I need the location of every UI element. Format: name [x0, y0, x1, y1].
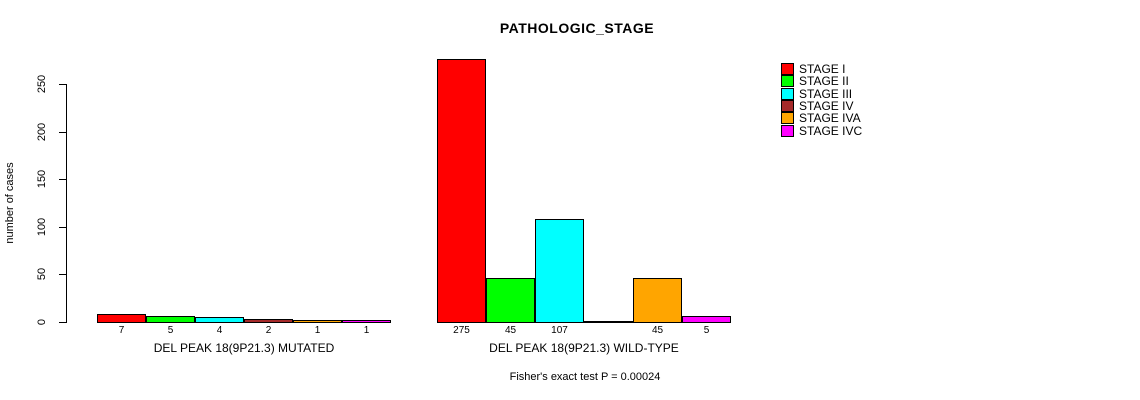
- legend-label: STAGE IV: [799, 99, 854, 114]
- legend: STAGE I STAGE II STAGE III STAGE IV STAGE IV…: [781, 62, 863, 138]
- y-tick: [59, 322, 67, 323]
- bar: [682, 316, 731, 323]
- y-tick-label: 250: [36, 74, 48, 94]
- x-group-label-mutated: DEL PEAK 18(9P21.3) MUTATED: [153, 341, 335, 355]
- y-tick: [59, 132, 67, 133]
- legend-swatch-icon: [781, 75, 794, 88]
- y-tick-label: 50: [36, 267, 48, 281]
- y-tick: [59, 179, 67, 180]
- bar: [437, 59, 486, 323]
- legend-swatch-icon: [781, 87, 794, 100]
- legend-label: STAGE IVC: [799, 123, 863, 138]
- bar: [633, 278, 682, 323]
- bar-count-label: 275: [453, 325, 470, 336]
- legend-label: STAGE III: [799, 86, 853, 101]
- legend-swatch-icon: [781, 112, 794, 125]
- y-tick: [59, 84, 67, 85]
- legend-item: STAGE I: [781, 62, 862, 77]
- legend-item: STAGE III: [781, 86, 862, 101]
- legend-swatch-icon: [781, 63, 794, 76]
- bar-count-label: 1: [363, 325, 370, 336]
- bar: [584, 321, 633, 323]
- chart-title: PATHOLOGIC_STAGE: [499, 20, 655, 36]
- legend-label: STAGE IVA: [799, 111, 861, 126]
- bar-count-label: 45: [504, 325, 517, 336]
- bar: [342, 320, 391, 323]
- bar-count-label: 5: [703, 325, 710, 336]
- bar: [146, 316, 195, 323]
- bar: [293, 320, 342, 323]
- legend-swatch-icon: [781, 100, 794, 113]
- legend-label: STAGE II: [799, 74, 849, 89]
- y-axis-label: number of cases: [4, 162, 16, 244]
- y-tick: [59, 227, 67, 228]
- y-axis-line: [66, 84, 67, 323]
- legend-item: STAGE IVA: [781, 111, 862, 126]
- y-tick-label: 150: [36, 169, 48, 189]
- bar: [486, 278, 535, 323]
- legend-swatch-icon: [781, 124, 794, 137]
- x-group-label-wild-type: DEL PEAK 18(9P21.3) WILD-TYPE: [489, 341, 679, 355]
- y-tick: [59, 274, 67, 275]
- bar: [535, 219, 584, 323]
- bar-count-label: 107: [551, 325, 568, 336]
- y-tick-label: 200: [36, 122, 48, 142]
- bar-count-label: 2: [265, 325, 272, 336]
- fisher-test-footnote: Fisher's exact test P = 0.00024: [509, 371, 661, 383]
- legend-item: STAGE IVC: [781, 123, 863, 138]
- bar-count-label: 1: [314, 325, 321, 336]
- bar: [244, 319, 293, 323]
- bar-count-label: 45: [651, 325, 664, 336]
- bar: [97, 314, 146, 323]
- y-tick-label: 100: [36, 217, 48, 237]
- bar-count-label: 4: [216, 325, 223, 336]
- legend-item: STAGE IV: [781, 99, 862, 114]
- legend-label: STAGE I: [799, 62, 846, 77]
- legend-item: STAGE II: [781, 74, 862, 89]
- bar: [195, 317, 244, 323]
- y-tick-label: 0: [36, 318, 48, 326]
- bar-count-label: 5: [167, 325, 174, 336]
- bar-count-label: 7: [118, 325, 125, 336]
